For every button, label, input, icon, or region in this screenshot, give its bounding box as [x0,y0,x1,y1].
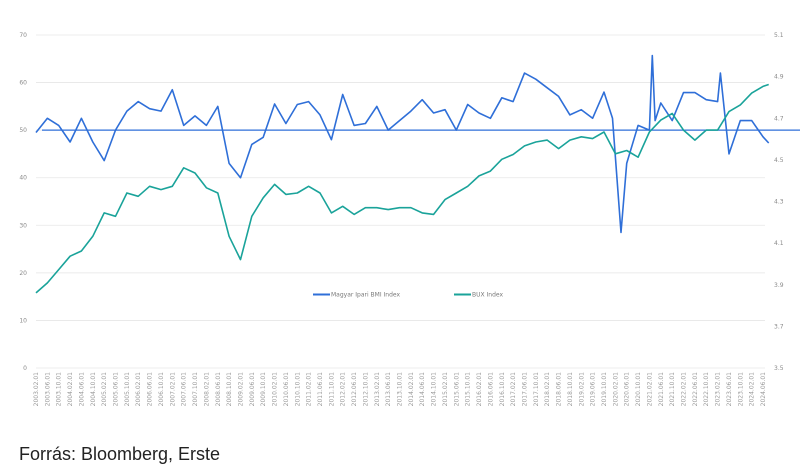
legend-label-bmi: Magyar Ipari BMI Index [331,292,400,299]
x-tick-label: 2013.06.01 [385,372,392,407]
x-tick-label: 2014.06.01 [419,372,426,407]
x-tick-label: 2010.10.01 [294,372,301,407]
right-axis: 3.5 3.7 3.9 4.1 4.3 4.5 4.7 4.9 5.1 [774,32,784,372]
x-tick-label: 2013.10.01 [397,372,404,407]
x-tick-label: 2007.06.01 [181,372,188,407]
x-tick-label: 2021.02.01 [646,372,653,407]
x-tick-label: 2005.10.01 [124,372,131,407]
left-tick-label: 20 [19,270,27,277]
right-tick-label: 3.9 [774,282,784,289]
series-line-bux [35,83,769,294]
x-tick-label: 2023.02.01 [715,372,722,407]
x-tick-label: 2006.10.01 [158,372,165,407]
x-tick-label: 2023.06.01 [726,372,733,407]
right-tick-label: 3.7 [774,323,784,330]
x-tick-label: 2009.10.01 [260,372,267,407]
left-axis: 0 10 20 30 40 50 60 70 [19,32,27,372]
right-tick-label: 3.5 [774,365,784,372]
right-tick-label: 5.1 [774,32,784,39]
right-tick-label: 4.1 [774,240,784,247]
x-tick-label: 2016.06.01 [487,372,494,407]
x-tick-label: 2003.02.01 [33,372,40,407]
x-tick-label: 2022.10.01 [703,372,710,407]
x-tick-label: 2020.06.01 [624,372,631,407]
x-tick-label: 2008.06.01 [215,372,222,407]
x-tick-label: 2009.02.01 [237,372,244,407]
x-tick-label: 2015.02.01 [442,372,449,407]
x-tick-label: 2020.10.01 [635,372,642,407]
x-tick-label: 2005.06.01 [113,372,120,407]
x-tick-label: 2017.02.01 [510,372,517,407]
x-tick-label: 2020.02.01 [612,372,619,407]
x-tick-label: 2023.10.01 [737,372,744,407]
x-tick-label: 2011.10.01 [328,372,335,407]
x-tick-label: 2014.02.01 [408,372,415,407]
left-tick-label: 0 [23,365,27,372]
x-tick-label: 2017.06.01 [521,372,528,407]
x-tick-label: 2007.02.01 [169,372,176,407]
x-tick-label: 2024.06.01 [760,372,767,407]
right-tick-label: 4.9 [774,74,784,81]
series-line-bmi [35,54,770,234]
x-tick-label: 2013.02.01 [374,372,381,407]
x-tick-label: 2019.06.01 [590,372,597,407]
x-tick-label: 2015.06.01 [453,372,460,407]
x-tick-label: 2009.06.01 [249,372,256,407]
x-tick-label: 2012.06.01 [351,372,358,407]
right-tick-label: 4.3 [774,199,784,206]
x-tick-label: 2005.02.01 [101,372,108,407]
x-tick-label: 2012.10.01 [362,372,369,407]
source-note: Forrás: Bloomberg, Erste [19,444,221,464]
left-tick-label: 40 [19,175,27,182]
x-tick-label: 2018.06.01 [556,372,563,407]
left-tick-label: 30 [19,222,27,229]
x-tick-label: 2004.10.01 [90,372,97,407]
x-tick-label: 2011.06.01 [317,372,324,407]
x-tick-label: 2018.02.01 [544,372,551,407]
x-tick-label: 2008.02.01 [203,372,210,407]
x-tick-label: 2010.02.01 [272,372,279,407]
legend-label-bux: BUX Index [472,292,503,299]
gridlines [36,34,765,369]
x-tick-label: 2007.10.01 [192,372,199,407]
x-tick-label: 2004.06.01 [78,372,85,407]
x-tick-label: 2014.10.01 [431,372,438,407]
x-tick-label: 2016.10.01 [499,372,506,407]
x-tick-label: 2019.10.01 [601,372,608,407]
left-tick-label: 10 [19,317,27,324]
x-tick-label: 2004.02.01 [67,372,74,407]
left-tick-label: 70 [19,32,27,39]
x-axis: 2003.02.01 2003.06.01 2003.10.01 2004.02.01… [33,372,767,407]
x-tick-label: 2019.02.01 [578,372,585,407]
x-tick-label: 2021.10.01 [669,372,676,407]
x-tick-label: 2003.06.01 [44,372,51,407]
x-tick-label: 2008.10.01 [226,372,233,407]
x-tick-label: 2022.02.01 [681,372,688,407]
left-tick-label: 50 [19,127,27,134]
x-tick-label: 2012.02.01 [340,372,347,407]
x-tick-label: 2006.06.01 [147,372,154,407]
x-tick-label: 2022.06.01 [692,372,699,407]
x-tick-label: 2017.10.01 [533,372,540,407]
x-tick-label: 2006.02.01 [135,372,142,407]
x-tick-label: 2024.02.01 [749,372,756,407]
x-tick-label: 2003.10.01 [56,372,63,407]
x-tick-label: 2010.06.01 [283,372,290,407]
x-tick-label: 2011.02.01 [306,372,313,407]
series-lines [35,54,770,294]
right-tick-label: 4.5 [774,157,784,164]
x-tick-label: 2016.02.01 [476,372,483,407]
x-tick-label: 2018.10.01 [567,372,574,407]
right-tick-label: 4.7 [774,115,784,122]
left-tick-label: 60 [19,80,27,87]
x-tick-label: 2021.06.01 [658,372,665,407]
x-tick-label: 2015.10.01 [465,372,472,407]
legend: Magyar Ipari BMI Index BUX Index [313,292,503,299]
